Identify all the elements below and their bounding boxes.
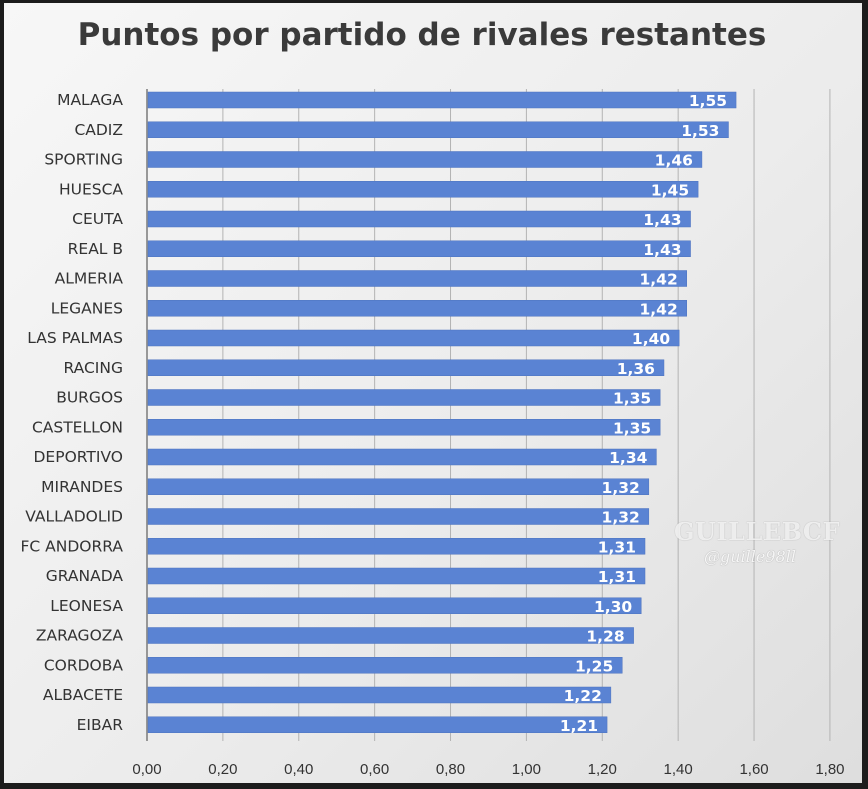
bar xyxy=(147,567,646,585)
bar xyxy=(147,508,650,525)
bar xyxy=(147,91,737,109)
category-label: DEPORTIVO xyxy=(34,448,124,466)
data-label: 1,30 xyxy=(594,598,632,616)
data-label: 1,32 xyxy=(602,509,640,527)
category-label: CORDOBA xyxy=(44,656,124,674)
data-label: 1,45 xyxy=(651,181,689,199)
data-label: 1,40 xyxy=(632,330,670,348)
data-label: 1,55 xyxy=(689,92,727,110)
category-label: REAL B xyxy=(68,240,123,258)
data-label: 1,43 xyxy=(643,241,681,259)
bar xyxy=(147,657,623,674)
data-label: 1,25 xyxy=(575,657,613,675)
bar xyxy=(147,419,661,436)
category-label: ALMERIA xyxy=(55,270,124,288)
bar xyxy=(147,686,612,704)
data-label: 1,36 xyxy=(617,360,655,378)
bar xyxy=(147,359,665,376)
category-label: BURGOS xyxy=(56,389,123,407)
bar xyxy=(147,121,729,138)
data-label: 1,32 xyxy=(602,479,640,497)
category-label: CADIZ xyxy=(74,121,123,139)
x-tick-label: 1,80 xyxy=(815,761,844,778)
x-tick-label: 0,40 xyxy=(284,761,313,778)
data-label: 1,53 xyxy=(681,122,719,140)
category-label: RACING xyxy=(64,359,123,377)
category-label: ZARAGOZA xyxy=(36,627,124,645)
x-tick-label: 1,60 xyxy=(739,761,768,778)
bar-chart: 0,00 0,20 0,40 0,60 0,80 1,00 1,20 1,40 1,60 1,80… xyxy=(20,89,845,778)
bar xyxy=(147,329,680,347)
x-tick-label: 1,20 xyxy=(588,761,617,778)
bar xyxy=(147,627,634,644)
category-label: CASTELLON xyxy=(32,418,123,436)
bar xyxy=(147,597,642,614)
data-label: 1,31 xyxy=(598,538,636,556)
bar xyxy=(147,270,687,287)
bar xyxy=(147,389,661,406)
data-label: 1,42 xyxy=(639,271,677,289)
bar xyxy=(147,716,608,733)
data-label: 1,22 xyxy=(564,687,602,705)
data-label: 1,46 xyxy=(655,152,693,170)
bar xyxy=(147,300,687,317)
category-label: MIRANDES xyxy=(41,478,123,496)
x-tick-label: 0,00 xyxy=(132,761,161,778)
bar xyxy=(147,151,703,168)
category-label: CEUTA xyxy=(72,210,123,228)
x-tick-label: 0,20 xyxy=(208,761,237,778)
category-label: HUESCA xyxy=(59,180,123,198)
data-label: 1,34 xyxy=(609,449,647,467)
category-label: VALLADOLID xyxy=(25,508,123,526)
bar xyxy=(147,538,646,555)
bar xyxy=(147,448,657,466)
watermark-handle: @guille98ll xyxy=(704,547,796,566)
data-label: 1,35 xyxy=(613,390,651,408)
category-label: EIBAR xyxy=(77,716,124,734)
x-tick-label: 1,40 xyxy=(664,761,693,778)
chart-title: Puntos por partido de rivales restantes xyxy=(77,17,767,53)
x-tick-label: 1,00 xyxy=(512,761,541,778)
data-label: 1,35 xyxy=(613,419,651,437)
category-label: GRANADA xyxy=(46,567,124,585)
data-label: 1,42 xyxy=(639,300,677,318)
chart-panel: Puntos por partido de rivales restantes … xyxy=(4,3,862,783)
bar xyxy=(147,240,691,257)
category-label: ALBACETE xyxy=(43,686,123,704)
data-label: 1,21 xyxy=(560,717,598,735)
bar xyxy=(147,478,650,495)
bar xyxy=(147,181,699,198)
bar xyxy=(147,210,691,228)
data-label: 1,31 xyxy=(598,568,636,586)
category-label: LEONESA xyxy=(50,597,123,615)
data-label: 1,28 xyxy=(586,628,624,646)
x-tick-label: 0,80 xyxy=(436,761,465,778)
x-tick-label: 0,60 xyxy=(360,761,389,778)
category-label: SPORTING xyxy=(44,151,123,169)
category-label: LAS PALMAS xyxy=(27,329,123,347)
category-label: MALAGA xyxy=(57,91,123,109)
data-label: 1,43 xyxy=(643,211,681,229)
category-label: FC ANDORRA xyxy=(20,537,123,555)
category-label: LEGANES xyxy=(51,299,123,317)
watermark-brand: GUILLEBCF xyxy=(674,517,841,546)
